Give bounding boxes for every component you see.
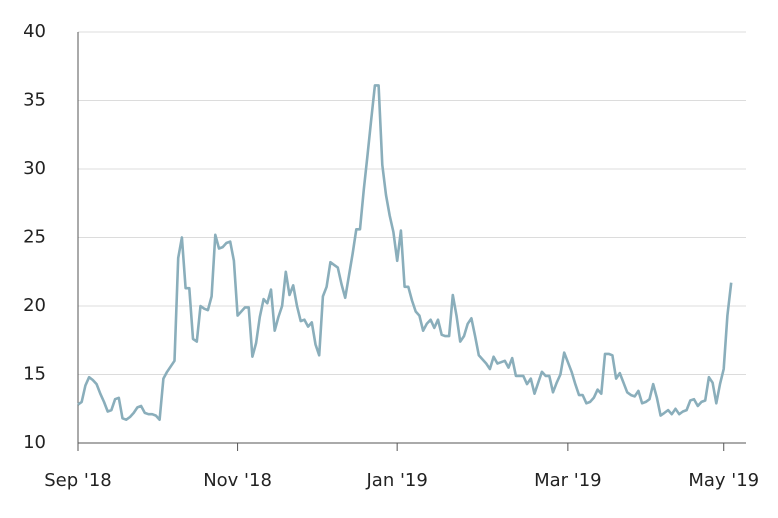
y-tick-label: 20 [23, 295, 46, 316]
y-tick-label: 40 [23, 21, 46, 42]
y-tick-label: 15 [23, 364, 46, 385]
y-tick-label: 35 [23, 90, 46, 111]
y-tick-label: 30 [23, 158, 46, 179]
y-tick-label: 25 [23, 227, 46, 248]
data-line [77, 84, 733, 421]
x-tick-label: Jan '19 [365, 470, 427, 491]
x-tick-label: May '19 [688, 470, 759, 491]
x-tick-label: Mar '19 [534, 470, 602, 491]
x-tick-label: Sep '18 [44, 470, 112, 491]
x-tick-label: Nov '18 [203, 470, 272, 491]
y-tick-label: 10 [23, 432, 46, 453]
